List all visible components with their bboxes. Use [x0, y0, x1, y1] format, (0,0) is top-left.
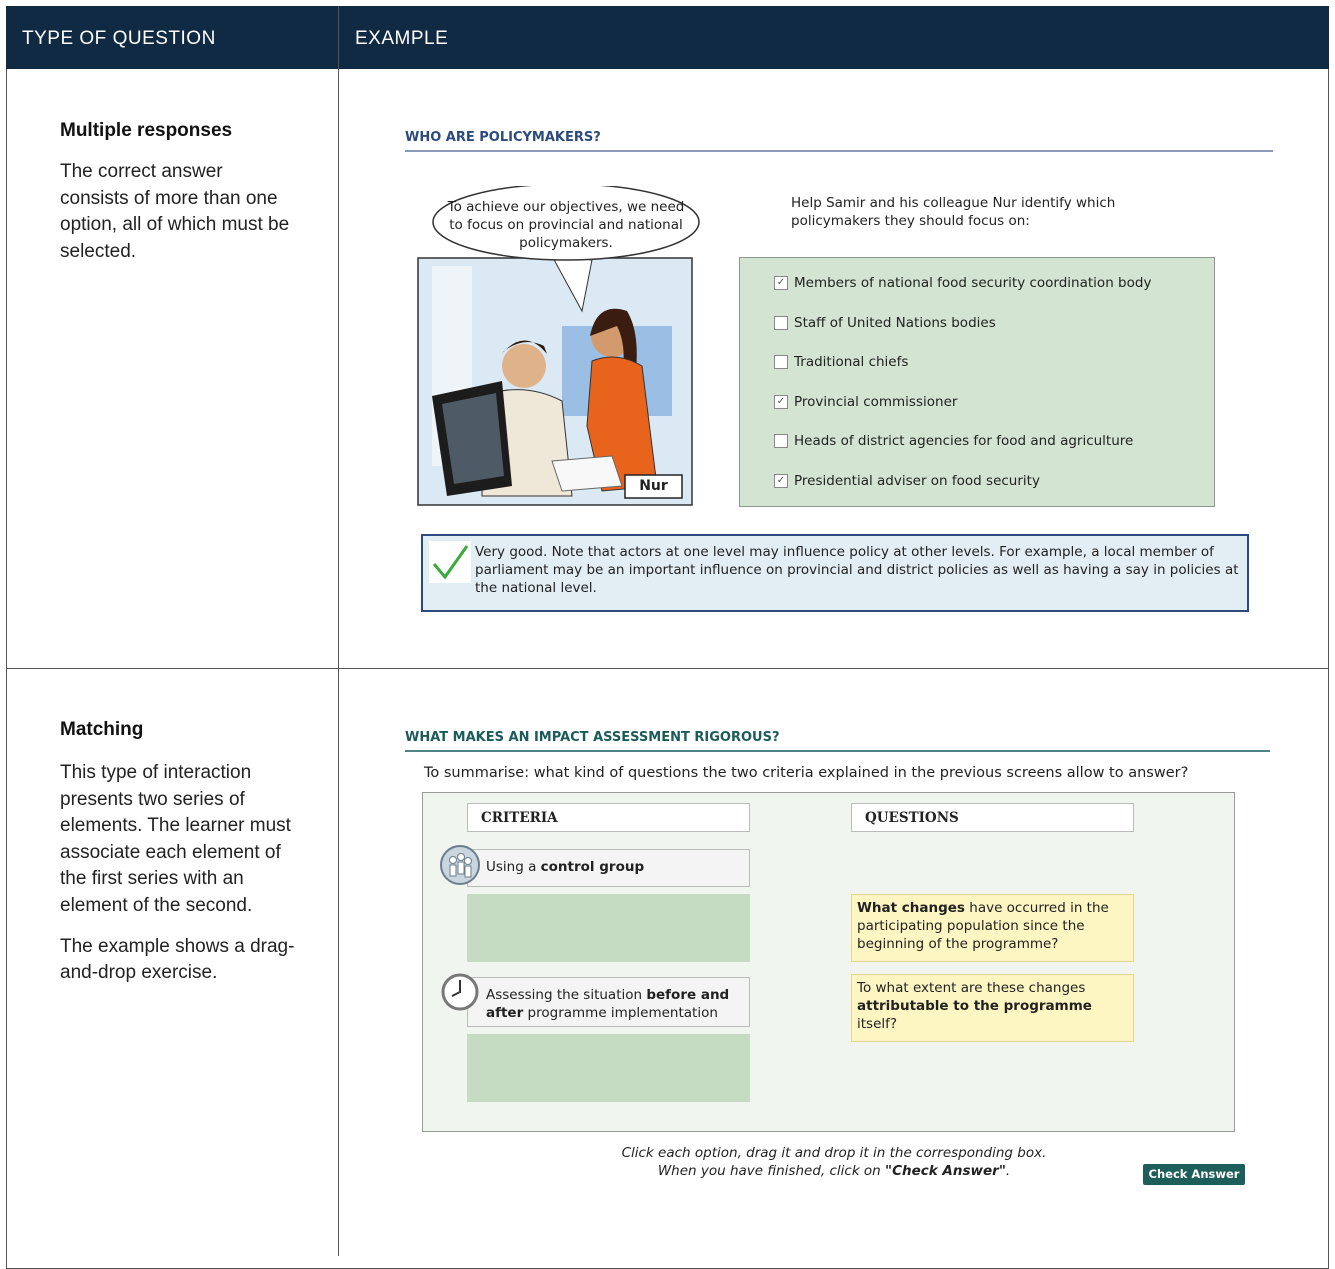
question-card[interactable]: What changes have occurred in the partic…: [851, 894, 1134, 962]
drop-zone[interactable]: [467, 894, 750, 962]
text-segment: Click each option, drag it and drop it i…: [621, 1145, 1047, 1161]
checkbox[interactable]: [774, 434, 788, 449]
checkbox[interactable]: [774, 315, 788, 330]
option[interactable]: Staff of United Nations bodies: [774, 313, 996, 333]
checkbox[interactable]: ✓: [774, 394, 788, 409]
option-label: Heads of district agencies for food and …: [794, 433, 1134, 450]
option-label: Provincial commissioner: [794, 393, 958, 410]
header-cell: TYPE OF QUESTION: [22, 28, 216, 49]
option-label: Staff of United Nations bodies: [794, 314, 996, 331]
feedback-box: [421, 534, 1249, 612]
instruction-line: When you have finished, click on "Check …: [534, 1162, 1134, 1180]
text-segment: .: [1005, 1163, 1011, 1179]
text-segment: attributable to the programme: [857, 998, 1092, 1014]
question: To summarise: what kind of questions the…: [424, 765, 1189, 781]
drop-zone[interactable]: [467, 1034, 750, 1102]
illustration: [417, 186, 700, 506]
option-label: Traditional chiefs: [794, 354, 909, 371]
character-name: Nur: [639, 478, 668, 494]
header-cell: EXAMPLE: [355, 28, 449, 49]
text-segment: control group: [540, 859, 645, 875]
question-card[interactable]: To what extent are these changes attribu…: [851, 974, 1134, 1042]
speech-bubble: To achieve our objectives, we need to fo…: [447, 199, 685, 251]
example-title: WHAT MAKES AN IMPACT ASSESSMENT RIGOROUS…: [405, 730, 780, 745]
option[interactable]: ✓ Presidential adviser on food security: [774, 471, 1040, 491]
option[interactable]: ✓ Members of national food security coord…: [774, 273, 1151, 293]
description-paragraph: This type of interaction presents two se…: [60, 762, 291, 916]
text-segment: Assessing the situation: [486, 987, 647, 1003]
header-bar: [6, 6, 1329, 69]
title-rule: [405, 750, 1270, 752]
text-segment: Using a: [486, 859, 541, 875]
option[interactable]: ✓ Provincial commissioner: [774, 392, 957, 412]
option[interactable]: Traditional chiefs: [774, 352, 908, 372]
row-divider: [6, 668, 1329, 669]
text-segment: When you have finished, click on: [657, 1163, 886, 1179]
description-paragraph: The example shows a drag-and-drop exerci…: [60, 935, 295, 984]
description: This type of interaction presents two se…: [60, 760, 296, 1001]
text-segment: To what extent are these changes: [857, 980, 1086, 996]
group-icon: [440, 845, 480, 885]
instruction-line: Click each option, drag it and drop it i…: [534, 1144, 1134, 1162]
text-segment: itself?: [857, 1016, 898, 1032]
text-segment: before and after: [486, 987, 730, 1021]
text-segment: programme implementation: [523, 1005, 718, 1021]
check-icon: [429, 541, 471, 583]
column-divider: [338, 6, 339, 1256]
question-type: Matching: [60, 719, 144, 740]
title-rule: [405, 150, 1273, 152]
checkbox[interactable]: ✓: [774, 474, 788, 488]
clock-icon: [441, 973, 479, 1011]
option[interactable]: Heads of district agencies for food and …: [774, 431, 1133, 451]
options-panel: ✓ Members of national food security coord…: [739, 257, 1215, 507]
checkbox[interactable]: ✓: [774, 276, 788, 290]
criterion: Using a control group: [467, 849, 750, 887]
option-label: Presidential adviser on food security: [794, 473, 1040, 489]
text-segment: have occurred in the participating popul…: [857, 900, 1109, 952]
description-paragraph: The correct answer consists of more than…: [60, 161, 290, 262]
example-title: WHO ARE POLICYMAKERS?: [405, 130, 601, 145]
option-label: Members of national food security coordi…: [794, 275, 1152, 291]
text-segment: "Check Answer": [885, 1163, 1006, 1179]
column-header: CRITERIA: [467, 803, 750, 832]
question-type: Multiple responses: [60, 120, 233, 141]
check-answer-button[interactable]: Check Answer: [1143, 1164, 1245, 1185]
description: The correct answer consists of more than…: [60, 159, 296, 279]
feedback-text: Very good. Note that actors at one level…: [475, 544, 1239, 596]
criterion: Assessing the situation before and after…: [467, 977, 750, 1027]
column-header: QUESTIONS: [851, 803, 1134, 832]
checkbox[interactable]: [774, 355, 788, 370]
text-segment: What changes: [857, 900, 965, 916]
drag-instruction: Click each option, drag it and drop it i…: [534, 1144, 1134, 1180]
instruction: Help Samir and his colleague Nur identif…: [791, 195, 1116, 229]
